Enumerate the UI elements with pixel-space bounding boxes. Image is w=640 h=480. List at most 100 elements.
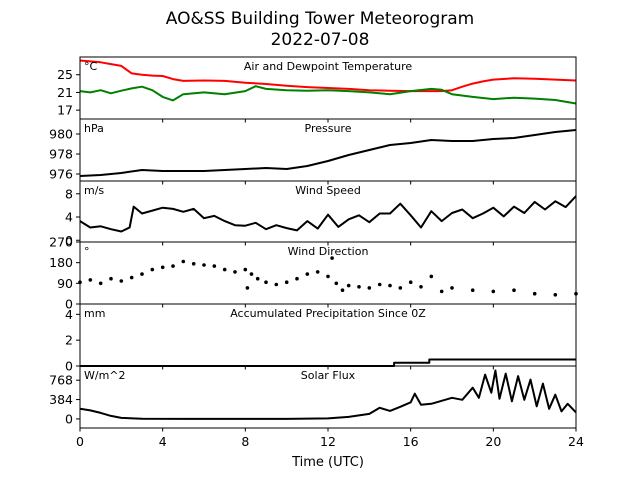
data-point-wind_dir (150, 267, 155, 272)
data-point-wind_dir (346, 283, 351, 288)
data-point-wind_dir (191, 262, 196, 266)
y-tick-label-wind_speed: 0 (65, 233, 73, 248)
y-tick-label-pressure: 976 (49, 167, 73, 182)
y-tick-label-pressure: 978 (49, 147, 73, 162)
data-point-wind_dir (305, 272, 310, 276)
data-point-wind_dir (330, 256, 334, 260)
unit-label-wind_speed: m/s (84, 184, 104, 197)
series-line-temp-0 (79, 59, 577, 93)
y-tick-label-wind_dir: 0 (65, 297, 73, 312)
data-point-wind_dir (245, 286, 250, 290)
data-point-wind_dir (233, 270, 237, 274)
data-point-wind_dir (357, 285, 361, 289)
panel-title-wind_speed: Wind Speed (295, 184, 361, 197)
y-tick-label-solar: 384 (49, 392, 73, 407)
data-point-wind_dir (419, 285, 423, 289)
data-point-wind_dir (181, 259, 186, 264)
data-point-wind_dir (171, 264, 175, 268)
data-point-wind_dir (334, 281, 339, 286)
data-point-wind_dir (398, 286, 403, 290)
data-point-wind_dir (160, 265, 165, 270)
data-point-wind_dir (388, 283, 392, 288)
x-tick-label: 12 (320, 434, 336, 449)
data-point-wind_dir (315, 270, 320, 274)
data-point-wind_dir (340, 288, 345, 293)
y-tick-label-wind_speed: 4 (65, 210, 73, 225)
data-point-wind_dir (274, 282, 279, 287)
series-line-solar-0 (79, 369, 577, 420)
data-point-wind_dir (249, 272, 254, 276)
data-point-wind_dir (119, 279, 124, 283)
y-tick-label-precip: 4 (65, 307, 73, 322)
y-tick-label-solar: 768 (49, 373, 73, 388)
x-tick-label: 4 (159, 434, 167, 449)
panel-wind_speed: 0 4 8 m/s Wind Speed (65, 180, 577, 248)
y-tick-label-wind_dir: 270 (49, 235, 73, 250)
series-line-wind_speed-0 (79, 195, 577, 233)
y-tick-label-solar: 0 (65, 411, 73, 426)
data-point-wind_dir (491, 289, 496, 294)
data-point-wind_dir (439, 289, 444, 294)
panel-title-solar: Solar Flux (301, 369, 356, 382)
data-point-wind_dir (88, 278, 93, 282)
data-point-wind_dir (377, 282, 382, 287)
data-point-wind_dir (264, 280, 268, 285)
data-point-wind_dir (255, 276, 260, 281)
data-point-wind_dir (532, 291, 537, 296)
panel-title-wind_dir: Wind Direction (288, 245, 369, 258)
unit-label-temp: °C (84, 60, 98, 73)
x-tick-label: 20 (485, 434, 501, 449)
figure-title: AO&SS Building Tower Meteorogram (166, 9, 474, 29)
x-tick-label: 0 (76, 434, 84, 449)
panel-title-temp: Air and Dewpoint Temperature (244, 60, 412, 73)
y-tick-label-precip: 0 (65, 359, 73, 374)
data-point-wind_dir (326, 274, 330, 279)
x-tick-label: 24 (568, 434, 584, 449)
data-point-wind_dir (202, 263, 206, 267)
y-tick-label-temp: 17 (57, 103, 73, 118)
panel-wind_dir: 0 90 180 270 ° Wind Direction (49, 235, 578, 312)
series-line-pressure-0 (79, 129, 577, 177)
unit-label-pressure: hPa (84, 122, 104, 135)
x-tick-label: 8 (241, 434, 249, 449)
panel-solar: 0 384 768 W/m^2 Solar Flux (49, 365, 577, 432)
data-point-wind_dir (109, 276, 113, 281)
x-axis-label: Time (UTC) (291, 455, 364, 470)
data-point-wind_dir (450, 286, 454, 290)
panel-frame-solar (79, 365, 577, 429)
y-tick-label-wind_dir: 90 (57, 276, 73, 291)
y-tick-label-wind_speed: 8 (65, 186, 73, 201)
panel-temp: 17 21 25 °C Air and Dewpoint Temperature (57, 56, 577, 123)
data-point-wind_dir (408, 280, 413, 285)
panel-title-pressure: Pressure (305, 122, 352, 135)
data-point-wind_dir (222, 267, 227, 272)
y-tick-label-temp: 21 (57, 85, 73, 100)
data-point-wind_dir (98, 281, 103, 286)
series-line-precip-0 (80, 358, 576, 367)
panel-precip: 0 2 4 mm Accumulated Precipitation Since 0Z (65, 303, 577, 374)
unit-label-solar: W/m^2 (84, 369, 126, 382)
y-tick-label-temp: 25 (57, 67, 73, 82)
y-tick-label-wind_dir: 180 (49, 255, 73, 270)
panel-pressure: 976 978 980 hPa Pressure (49, 118, 577, 185)
data-point-wind_dir (284, 280, 289, 285)
panel-title-precip: Accumulated Precipitation Since 0Z (230, 307, 426, 320)
x-tick-label: 16 (403, 434, 419, 449)
data-point-wind_dir (212, 264, 217, 268)
unit-label-wind_dir: ° (84, 245, 90, 258)
data-point-wind_dir (295, 276, 299, 281)
y-tick-label-precip: 2 (65, 333, 73, 348)
series-line-temp-1 (79, 85, 577, 105)
data-point-wind_dir (553, 293, 558, 297)
x-axis: 0 4 8 12 16 20 24 (76, 434, 584, 449)
figure-subtitle: 2022-07-08 (271, 30, 370, 50)
y-tick-label-pressure: 980 (49, 127, 73, 142)
data-point-wind_dir (129, 275, 134, 280)
data-point-wind_dir (243, 267, 248, 272)
unit-label-precip: mm (84, 307, 105, 320)
data-point-wind_dir (140, 272, 144, 276)
data-point-wind_dir (512, 288, 516, 293)
data-point-wind_dir (367, 286, 372, 290)
